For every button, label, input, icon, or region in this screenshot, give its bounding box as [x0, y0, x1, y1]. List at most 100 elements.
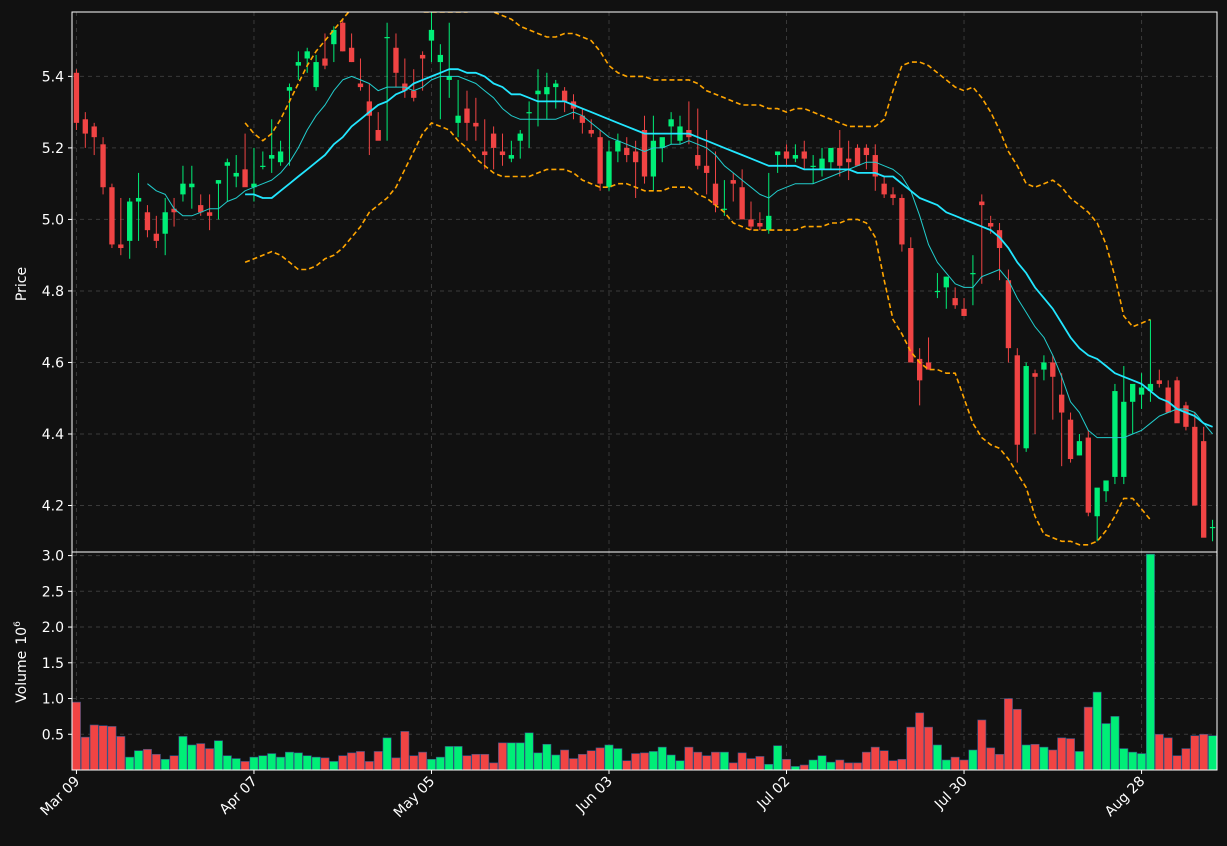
candle-body: [624, 147, 630, 156]
volume-bar: [702, 755, 712, 770]
volume-bar: [648, 751, 658, 770]
volume-bar: [631, 753, 641, 770]
candle-body: [473, 122, 479, 127]
candle-body: [357, 83, 364, 88]
candle-body: [260, 165, 266, 167]
candle-body: [180, 183, 186, 195]
candle-body: [366, 101, 373, 116]
volume-bar: [1128, 751, 1138, 770]
volume-bar: [746, 758, 756, 770]
volume-bar: [489, 762, 499, 770]
candle-body: [384, 37, 390, 39]
candle-body: [721, 208, 728, 210]
volume-bar: [533, 752, 543, 770]
volume-bar: [1190, 735, 1200, 770]
volume-bar: [1119, 748, 1129, 770]
candle-body: [934, 290, 941, 293]
candle-body: [526, 112, 532, 114]
volume-tick-label: 0.5: [42, 727, 64, 743]
candle-body: [588, 130, 594, 134]
price-tick-label: 5.4: [42, 69, 64, 85]
volume-bar: [932, 744, 942, 770]
volume-bar: [391, 757, 401, 770]
volume-bar: [187, 744, 197, 770]
volume-bar: [143, 748, 152, 770]
volume-bar: [98, 725, 108, 770]
candle-body: [970, 273, 976, 275]
candle-body: [792, 155, 799, 159]
volume-bar: [116, 736, 126, 770]
volume-bar: [515, 742, 525, 770]
volume-bar: [169, 755, 179, 770]
volume-tick-label: 1.5: [42, 656, 64, 672]
candle-body: [375, 130, 381, 141]
volume-bar: [622, 760, 632, 770]
bollinger-lower-line: [244, 122, 1152, 546]
volume-bar: [915, 712, 925, 770]
candle-body: [988, 222, 994, 227]
volume-bar: [240, 761, 250, 770]
candle-body: [1023, 366, 1029, 449]
volume-bar: [968, 749, 978, 770]
candle-body: [91, 126, 97, 138]
candle-body: [641, 130, 648, 177]
volume-bar: [160, 758, 170, 770]
candle-body: [996, 230, 1003, 249]
volume-bar: [870, 746, 880, 770]
volume-bar: [1074, 751, 1084, 770]
candle-body: [419, 54, 426, 59]
volume-bar: [675, 760, 685, 770]
candle-body: [1041, 362, 1047, 370]
volume-bar: [1048, 749, 1058, 770]
price-tick-label: 4.6: [42, 355, 64, 371]
candle-body: [490, 133, 497, 148]
volume-bar: [329, 761, 339, 770]
volume-panel-frame: [71, 551, 1218, 771]
candle-body: [837, 147, 843, 166]
candle-body: [579, 115, 586, 123]
candle-body: [215, 180, 222, 184]
candle-body: [464, 108, 470, 123]
volume-bar: [196, 743, 206, 770]
candle-body: [1165, 387, 1171, 413]
volume-bar: [657, 746, 667, 770]
candle-body: [1156, 380, 1162, 384]
volume-bar: [444, 746, 454, 770]
candle-body: [127, 201, 133, 241]
sma-long-line: [245, 68, 1213, 428]
volume-bar: [320, 757, 330, 770]
candle-body: [908, 248, 914, 363]
volume-bar: [1199, 733, 1209, 770]
volume-bar: [995, 753, 1004, 770]
volume-bar: [595, 747, 605, 770]
volume-bar: [888, 760, 898, 770]
candle-body: [695, 155, 701, 166]
candle-body: [810, 165, 816, 167]
volume-bar: [950, 756, 960, 770]
volume-bar: [551, 754, 561, 770]
volume-bar: [808, 759, 818, 770]
volume-bar: [1154, 733, 1164, 770]
candle-body: [304, 51, 310, 59]
volume-bar: [364, 761, 374, 770]
candle-body: [561, 90, 568, 102]
volume-tick-label: 2.5: [42, 584, 64, 600]
candle-body: [828, 147, 834, 163]
candle-body: [1174, 380, 1180, 424]
candle-body: [482, 151, 488, 156]
volume-bar: [347, 752, 357, 770]
volume-bar: [737, 752, 747, 770]
volume-bar: [409, 755, 419, 770]
price-axis-label: Price: [14, 267, 30, 301]
candle-body: [171, 208, 177, 213]
candle-body: [774, 151, 781, 156]
volume-bar: [1172, 755, 1182, 770]
volume-bar: [506, 742, 516, 770]
candle-body: [916, 358, 923, 381]
volume-bar: [134, 750, 144, 770]
volume-bar: [107, 726, 117, 770]
volume-bar: [1181, 748, 1191, 770]
candle-body: [1183, 405, 1189, 427]
